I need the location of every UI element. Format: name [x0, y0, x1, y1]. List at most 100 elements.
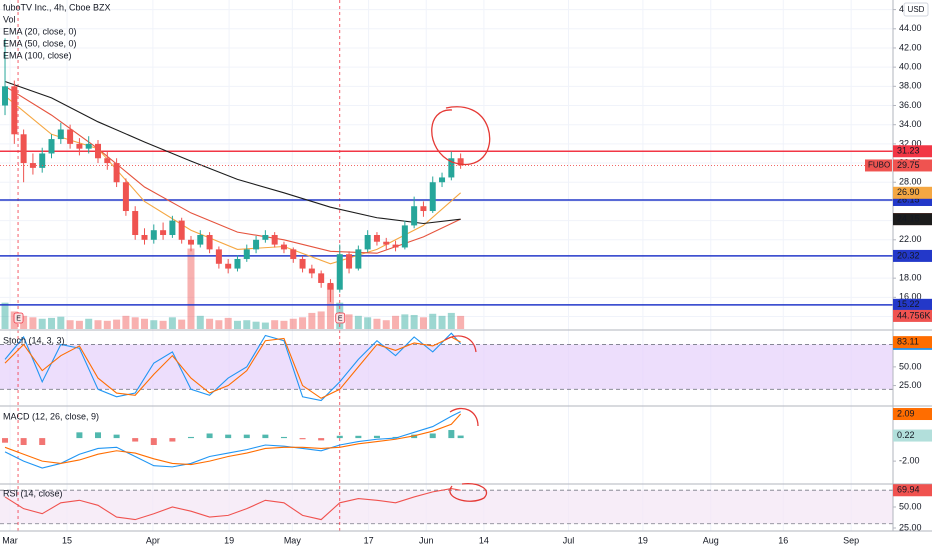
candle-body — [206, 235, 213, 250]
histogram-bar — [95, 432, 102, 439]
candle-body — [215, 249, 222, 264]
price-label: 44.756K — [897, 310, 931, 320]
volume-bar — [196, 315, 204, 329]
candle-body — [67, 129, 74, 144]
price-label: 29.75 — [897, 160, 920, 170]
histogram-bar — [76, 432, 83, 439]
candle-body — [85, 143, 92, 149]
event-label: E — [338, 315, 343, 322]
y-tick-label: 22.00 — [899, 234, 922, 244]
y-tick-label: 16.00 — [899, 292, 922, 302]
x-tick-label: Mar — [2, 535, 18, 545]
volume-bar — [215, 320, 223, 329]
panel-title: MACD (12, 26, close, 9) — [3, 411, 99, 421]
candle-body — [318, 273, 325, 283]
volume-bar — [289, 318, 297, 329]
y-tick-label: 25.00 — [899, 522, 922, 532]
volume-bar — [233, 320, 241, 329]
price-label-box — [893, 484, 932, 497]
y-tick-label: 28.00 — [899, 177, 922, 187]
histogram-bar — [2, 438, 9, 443]
candle-body — [373, 235, 380, 242]
legend-item: EMA (50, close, 0) — [3, 38, 77, 48]
legend-item: EMA (20, close, 0) — [3, 26, 77, 36]
macd-line — [4, 413, 462, 466]
histogram-bar — [411, 434, 418, 439]
volume-bar — [252, 321, 260, 329]
histogram-bar — [457, 435, 464, 439]
currency-box[interactable] — [903, 2, 929, 17]
candle-body — [39, 153, 46, 168]
candle-body — [429, 182, 436, 212]
currency[interactable]: USD — [908, 5, 925, 14]
volume-bar — [75, 320, 83, 329]
x-tick-label: Aug — [703, 535, 719, 545]
histogram-bar — [318, 438, 325, 441]
decorations — [0, 0, 932, 532]
volume-bar — [382, 320, 390, 329]
x-tick-label: Apr — [146, 535, 160, 545]
price-label-box — [893, 213, 932, 226]
volume-bar — [85, 318, 93, 329]
y-tick-label: 50.00 — [899, 501, 922, 511]
y-tick-label: 38.00 — [899, 81, 922, 91]
band-fill — [0, 490, 893, 524]
volume-bar — [261, 322, 269, 329]
price-label: 83.11 — [897, 337, 919, 347]
ema-line — [4, 85, 461, 254]
price-label-box — [893, 249, 932, 262]
candle-body — [11, 86, 18, 135]
candle-body — [234, 258, 241, 269]
volume-bar — [113, 319, 121, 329]
y-tick-label: 34.00 — [899, 119, 922, 129]
volume-bar — [224, 317, 232, 329]
histogram-bar — [113, 434, 120, 439]
y-tick-label: 25.00 — [899, 380, 922, 390]
candle-body — [457, 158, 464, 166]
candle-body — [122, 182, 129, 212]
drawn-circle — [431, 106, 491, 165]
histogram-bar — [225, 434, 232, 439]
x-tick-label: 16 — [778, 535, 788, 545]
volume-bar — [457, 315, 465, 329]
indicator-line — [4, 336, 461, 399]
event-badge — [335, 312, 346, 324]
price-label-box — [893, 298, 932, 311]
price-label-box — [893, 408, 932, 421]
y-tick-label: 50.00 — [899, 361, 922, 371]
price-label-box — [893, 186, 932, 199]
y-tick-label: 32.00 — [899, 138, 922, 148]
candle-body — [243, 249, 250, 259]
histogram-bar — [187, 436, 194, 439]
legend-item: EMA (100, close) — [3, 50, 72, 60]
drawn-circle — [449, 483, 488, 502]
volume-bar — [1, 302, 9, 329]
candle-body — [420, 206, 427, 212]
y-tick-label: 18.00 — [899, 273, 922, 283]
candle-body — [225, 263, 232, 269]
price-label: 26.90 — [897, 187, 920, 197]
ema-line — [4, 95, 461, 265]
x-tick-label: 19 — [224, 535, 234, 545]
y-tick-label: -2.00 — [899, 455, 920, 465]
volume-bar — [122, 315, 130, 329]
candle-body — [364, 235, 371, 250]
candle-body — [280, 244, 287, 250]
candle-body — [29, 163, 36, 168]
volume-bar — [429, 313, 437, 329]
histogram-bar — [448, 430, 455, 439]
candle-body — [178, 220, 185, 240]
ema-line — [4, 81, 461, 225]
volume-bar — [392, 315, 400, 329]
price-label-box — [893, 336, 932, 349]
candle-body — [76, 143, 83, 149]
panel-title: Stoch (14, 3, 3) — [3, 335, 65, 345]
candle-body — [346, 254, 353, 269]
price-label: 2.09 — [897, 408, 915, 418]
candle-body — [392, 244, 399, 248]
histogram-bar — [20, 438, 27, 445]
x-tick-label: Jul — [563, 535, 575, 545]
